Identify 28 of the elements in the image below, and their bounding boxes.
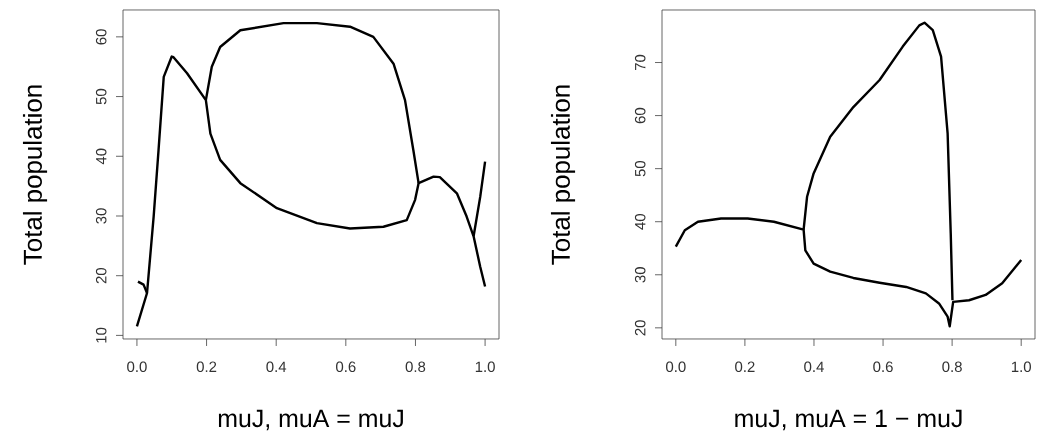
y-tick-label: 30 [95,208,107,224]
x-tick-label: 0.2 [196,361,217,373]
y-tick-label: 10 [95,327,107,343]
y-axis-title: Total population [550,85,576,265]
x-axis-title: muJ, muA = 1 − muJ [735,409,962,431]
x-tick-label: 0.0 [127,361,147,373]
x-axis-title: muJ, muA = muJ [218,409,403,431]
y-tick-label: 60 [95,29,107,45]
x-tick-label: 0.0 [666,361,686,373]
x-tick-label: 0.6 [336,361,356,373]
x-tick-label: 1.0 [475,361,495,373]
y-tick-label: 20 [95,267,107,284]
x-tick-label: 0.6 [873,361,893,373]
y-tick-label: 60 [634,107,646,124]
y-tick-label: 50 [634,160,646,177]
x-tick-label: 1.0 [1011,361,1031,373]
x-tick-label: 0.4 [804,361,824,373]
y-tick-label: 40 [634,214,646,230]
y-tick-label: 70 [634,54,646,71]
x-tick-label: 0.8 [405,361,426,373]
y-tick-label: 30 [634,267,646,283]
y-tick-label: 20 [634,320,646,336]
y-tick-label: 40 [95,148,107,165]
y-axis-title: Total population [22,85,48,265]
x-tick-label: 0.2 [735,361,755,373]
x-tick-label: 0.4 [266,361,287,373]
x-tick-label: 0.8 [942,361,962,373]
y-tick-label: 50 [95,88,107,105]
